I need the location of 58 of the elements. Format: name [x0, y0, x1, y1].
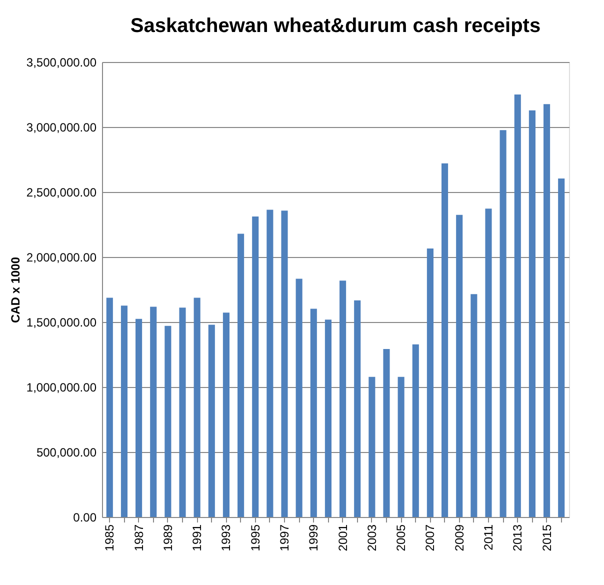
bar	[324, 320, 332, 517]
x-tick-label: 2013	[510, 524, 525, 552]
y-tick-label: 3,000,000.00	[26, 120, 97, 134]
bar	[252, 216, 259, 517]
x-tick-label: 1991	[190, 524, 204, 552]
bar	[412, 344, 419, 517]
y-tick-label: 1,000,000.00	[26, 380, 97, 394]
x-tick-label: 2001	[336, 524, 350, 552]
bar	[528, 110, 536, 517]
x-tick-label: 1989	[160, 524, 175, 552]
bar	[106, 298, 113, 517]
y-tick-label: 1,500,000.00	[26, 316, 97, 330]
chart-title: Saskatchewan wheat&durum cash receipts	[130, 15, 541, 37]
bar	[558, 178, 565, 517]
bar	[310, 308, 317, 517]
x-tick-label: 1993	[219, 524, 234, 552]
bar	[164, 326, 172, 517]
bar	[456, 214, 463, 517]
bar	[208, 324, 215, 517]
y-tick-label: 3,500,000.00	[26, 56, 97, 70]
bar	[354, 300, 361, 517]
bar	[136, 318, 142, 517]
x-tick-label: 1999	[306, 524, 321, 552]
x-tick-label: 1995	[248, 524, 262, 552]
bar	[296, 278, 302, 517]
bar	[485, 208, 492, 517]
x-tick-label: 2007	[423, 524, 438, 552]
y-tick-label: 500,000.00	[36, 446, 97, 460]
bar	[514, 94, 521, 517]
bar	[383, 349, 390, 517]
bar	[368, 376, 376, 517]
bar	[426, 248, 434, 517]
bar	[340, 280, 346, 517]
x-tick-label: 1985	[102, 524, 117, 552]
x-tick-label: 2015	[540, 524, 554, 552]
x-tick-label: 1997	[278, 524, 292, 552]
bar	[266, 210, 274, 517]
bar	[470, 294, 478, 517]
bar	[179, 308, 186, 517]
bar	[150, 306, 157, 517]
bar	[398, 376, 404, 517]
x-tick-label: 2011	[481, 524, 496, 550]
bar	[222, 312, 230, 517]
y-tick-label: 2,000,000.00	[26, 250, 97, 264]
x-tick-label: 1987	[132, 524, 146, 552]
bar	[442, 163, 448, 517]
x-tick-label: 2003	[364, 524, 379, 552]
x-tick-label: 2009	[452, 524, 466, 552]
bar	[281, 210, 288, 517]
bar	[238, 234, 244, 517]
y-axis-title: CAD x 1000	[8, 256, 22, 324]
bar	[500, 130, 506, 517]
bar	[544, 104, 550, 517]
y-tick-label: 0.00	[73, 510, 97, 524]
bar	[120, 306, 128, 517]
x-tick-label: 2005	[394, 524, 408, 552]
y-tick-label: 2,500,000.00	[26, 186, 97, 200]
bar	[194, 298, 200, 517]
